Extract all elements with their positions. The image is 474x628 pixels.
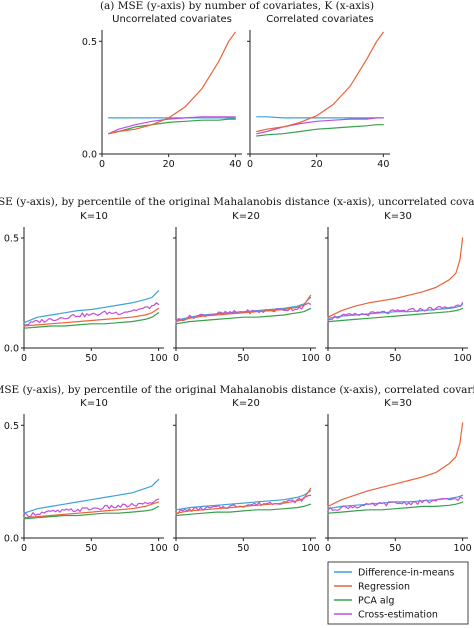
x-tick-label: 0 bbox=[173, 543, 179, 554]
series-line-difference-in-means bbox=[327, 494, 464, 510]
legend-label-cross-estimation: Cross-estimation bbox=[358, 610, 438, 621]
series-line-difference-in-means bbox=[175, 296, 312, 322]
series-line-difference-in-means bbox=[23, 478, 160, 514]
series-line-pca-alg bbox=[175, 503, 312, 517]
x-tick-label: 100 bbox=[150, 353, 168, 364]
y-tick-label: 0.0 bbox=[82, 150, 97, 161]
series-line-difference-in-means bbox=[327, 303, 464, 319]
x-tick-label: 100 bbox=[302, 543, 320, 554]
series-line-difference-in-means bbox=[175, 490, 312, 511]
series-line-regression bbox=[108, 31, 236, 135]
panel-b3: K=30 0 50 100 bbox=[325, 211, 472, 364]
legend-label-difference-in-means: Difference-in-means bbox=[358, 568, 454, 579]
panel-title: K=10 bbox=[80, 398, 108, 409]
x-tick-label: 0 bbox=[173, 353, 179, 364]
panel-b2: K=20 0 50 100 bbox=[173, 211, 320, 364]
legend-label-pca-alg: PCA alg bbox=[358, 596, 394, 607]
x-tick-label: 50 bbox=[85, 353, 97, 364]
series-line-cross-estimation bbox=[256, 117, 384, 135]
panel-title: Correlated covariates bbox=[266, 14, 374, 25]
series-line-cross-estimation bbox=[23, 302, 160, 327]
panel-a2: Correlated covariates 0 20 40 bbox=[247, 14, 390, 170]
y-tick-label: 0.5 bbox=[82, 37, 97, 48]
series-line-difference-in-means bbox=[256, 116, 384, 119]
series-line-regression bbox=[175, 294, 312, 323]
series-line-regression bbox=[23, 307, 160, 327]
series-line-cross-estimation bbox=[108, 116, 236, 135]
y-tick-label: 0.5 bbox=[4, 234, 19, 245]
series-line-cross-estimation bbox=[327, 496, 464, 512]
legend-label-regression: Regression bbox=[358, 582, 410, 593]
series-line-regression bbox=[23, 501, 160, 519]
y-tick-label: 0.0 bbox=[4, 344, 19, 355]
x-tick-label: 50 bbox=[389, 353, 401, 364]
x-tick-label: 0 bbox=[99, 159, 105, 170]
x-tick-label: 50 bbox=[85, 543, 97, 554]
x-tick-label: 100 bbox=[302, 353, 320, 364]
series-line-pca-alg bbox=[23, 505, 160, 520]
caption-b: (b) MSE (y-axis), by percentile of the o… bbox=[0, 196, 474, 208]
series-line-difference-in-means bbox=[23, 290, 160, 324]
series-line-pca-alg bbox=[327, 501, 464, 514]
series-line-regression bbox=[327, 237, 464, 318]
series-line-pca-alg bbox=[23, 312, 160, 329]
panel-b1: K=10 0 50 100 0.0 0.5 bbox=[4, 211, 168, 364]
x-tick-label: 50 bbox=[237, 543, 249, 554]
x-tick-label: 20 bbox=[163, 159, 175, 170]
x-tick-label: 0 bbox=[21, 543, 27, 554]
panel-title: Uncorrelated covariates bbox=[112, 14, 232, 25]
x-tick-label: 0 bbox=[247, 159, 253, 170]
panel-title: K=20 bbox=[232, 398, 260, 409]
panel-title: K=10 bbox=[80, 211, 108, 222]
series-line-cross-estimation bbox=[327, 302, 464, 321]
series-line-pca-alg bbox=[175, 307, 312, 325]
caption-a: (a) MSE (y-axis) by number of covariates… bbox=[100, 0, 374, 12]
x-tick-label: 0 bbox=[325, 543, 331, 554]
x-tick-label: 40 bbox=[377, 159, 389, 170]
x-tick-label: 100 bbox=[454, 353, 472, 364]
x-tick-label: 100 bbox=[454, 543, 472, 554]
x-tick-label: 20 bbox=[311, 159, 323, 170]
series-line-regression bbox=[256, 31, 384, 133]
x-tick-label: 0 bbox=[21, 353, 27, 364]
panel-a1: Uncorrelated covariates 0 20 40 0.0 0.5 bbox=[82, 14, 242, 170]
x-tick-label: 100 bbox=[150, 543, 168, 554]
caption-c: (c) MSE (y-axis), by percentile of the o… bbox=[0, 384, 474, 396]
series-line-pca-alg bbox=[256, 124, 384, 137]
series-line-regression bbox=[175, 487, 312, 514]
panel-title: K=30 bbox=[384, 211, 412, 222]
panel-c2: K=20 0 50 100 bbox=[173, 398, 320, 554]
panel-title: K=30 bbox=[384, 398, 412, 409]
y-tick-label: 0.5 bbox=[4, 421, 19, 432]
legend: Difference-in-means Regression PCA alg Cros… bbox=[327, 561, 469, 625]
x-tick-label: 50 bbox=[389, 543, 401, 554]
panel-title: K=20 bbox=[232, 211, 260, 222]
x-tick-label: 50 bbox=[237, 353, 249, 364]
series-line-pca-alg bbox=[108, 118, 236, 135]
panel-c1: K=10 0 50 100 0.0 0.5 bbox=[4, 398, 168, 554]
series-line-pca-alg bbox=[327, 307, 464, 323]
series-line-cross-estimation bbox=[23, 498, 160, 518]
x-tick-label: 0 bbox=[325, 353, 331, 364]
y-tick-label: 0.0 bbox=[4, 534, 19, 545]
series-line-regression bbox=[327, 422, 464, 507]
x-tick-label: 40 bbox=[229, 159, 241, 170]
panel-c3: K=30 0 50 100 bbox=[325, 398, 472, 554]
